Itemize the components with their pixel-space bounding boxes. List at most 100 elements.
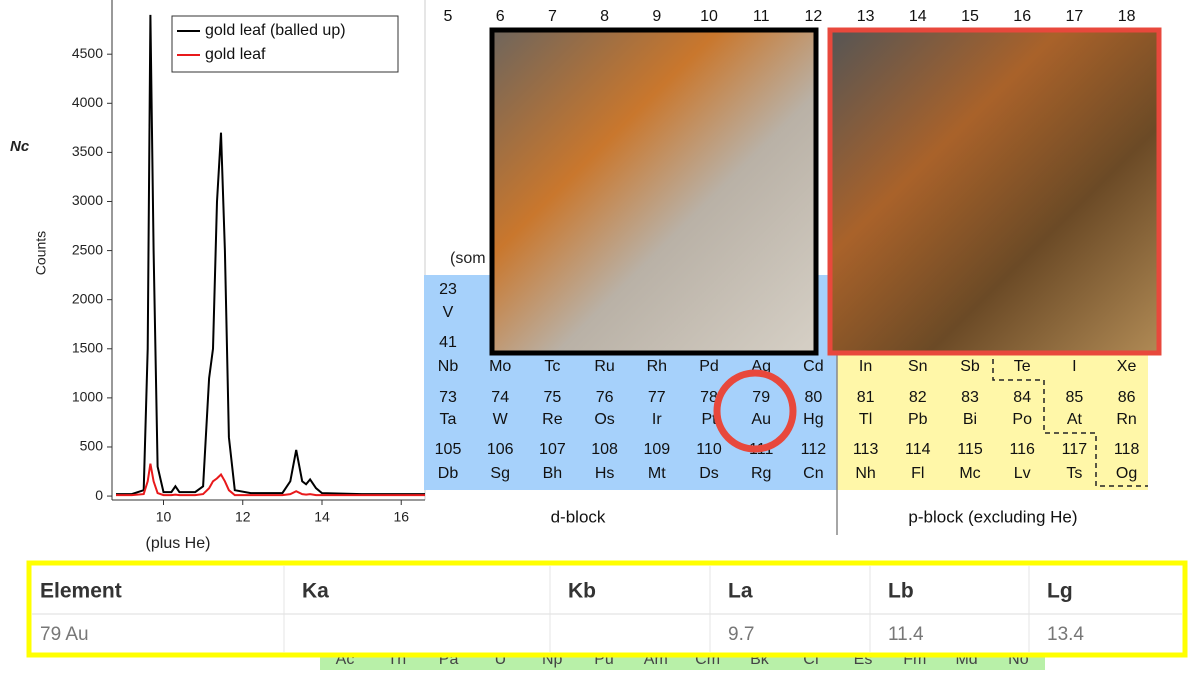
element-symbol: I — [1072, 358, 1076, 375]
y-tick-label: 2000 — [72, 290, 103, 306]
header-cell: Lb — [888, 580, 914, 603]
fragment-label: (plus He) — [146, 535, 211, 552]
plot-area — [112, 0, 425, 500]
highlight-circle — [713, 369, 797, 453]
atomic-number: 73 — [439, 389, 457, 406]
element-symbol: Og — [1116, 465, 1137, 482]
table-cell: 9.7 — [728, 624, 754, 645]
d-block-label: d-block — [551, 507, 606, 526]
atomic-number: 117 — [1062, 441, 1088, 458]
y-axis-label: Counts — [33, 231, 49, 275]
table-cell: 11.4 — [888, 624, 924, 645]
group-number: 14 — [909, 8, 927, 25]
atomic-number: 86 — [1118, 389, 1136, 406]
table-cell: 13.4 — [1047, 624, 1084, 645]
element-symbol: Rg — [751, 465, 771, 482]
y-tick-label: 3000 — [72, 192, 103, 208]
element-symbol: Tc — [544, 358, 560, 375]
fragment-label: (som — [450, 250, 486, 267]
atomic-number: 81 — [857, 389, 875, 406]
element-symbol: Pb — [908, 411, 928, 428]
element-symbol: Tl — [859, 411, 872, 428]
metalloid-border — [992, 350, 1148, 487]
group-number: 15 — [961, 8, 979, 25]
element-symbol: V — [443, 304, 454, 321]
element-symbol: Mt — [648, 465, 666, 482]
x-tick-label: 16 — [393, 509, 409, 525]
group-number: 18 — [1118, 8, 1136, 25]
element-symbol: Rh — [647, 358, 667, 375]
x-tick-label: 12 — [235, 509, 251, 525]
group-number: 11 — [753, 8, 770, 25]
atomic-number: 110 — [696, 441, 722, 458]
element-symbol: Nb — [438, 358, 459, 375]
atomic-number: 78 — [700, 389, 718, 406]
y-tick-label: 500 — [80, 438, 104, 454]
element-symbol: Os — [594, 411, 614, 428]
element-symbol: Ir — [652, 411, 662, 428]
atomic-number: 76 — [596, 389, 614, 406]
atomic-number: 77 — [648, 389, 666, 406]
photo-flat-gold — [827, 27, 1162, 356]
element-symbol: Hs — [595, 465, 615, 482]
group-number: 12 — [805, 8, 823, 25]
element-symbol: Fl — [911, 465, 924, 482]
element-symbol: Te — [1014, 358, 1031, 375]
y-tick-label: 4500 — [72, 45, 103, 61]
element-symbol: Sg — [490, 465, 510, 482]
element-symbol: Nh — [855, 465, 875, 482]
atomic-number: 82 — [909, 389, 927, 406]
element-symbol: Sn — [908, 358, 928, 375]
header-cell: Ka — [302, 580, 329, 603]
group-number: 8 — [600, 8, 609, 25]
y-tick-label: 1000 — [72, 389, 103, 405]
atomic-number: 107 — [539, 441, 566, 458]
element-symbol: Lv — [1014, 465, 1031, 482]
element-symbol: Pt — [701, 411, 717, 428]
group-number: 6 — [496, 8, 505, 25]
element-symbol: In — [859, 358, 872, 375]
y-tick-label: 3500 — [72, 143, 103, 159]
element-symbol: Ta — [440, 411, 457, 428]
atomic-number: 112 — [801, 441, 827, 458]
atomic-number: 41 — [439, 334, 457, 351]
atomic-number: 106 — [487, 441, 514, 458]
header-cell: Lg — [1047, 580, 1073, 603]
element-symbol: Db — [438, 465, 459, 482]
y-tick-label: 1500 — [72, 339, 103, 355]
element-symbol: Ru — [594, 358, 614, 375]
element-symbol: Xe — [1117, 358, 1137, 375]
x-tick-label: 14 — [314, 509, 330, 525]
series-line — [116, 463, 425, 497]
header-cell: La — [728, 580, 753, 603]
photo-balled-gold — [489, 27, 819, 356]
element-symbol: Pd — [699, 358, 719, 375]
header-cell: Element — [40, 580, 122, 603]
legend-label: gold leaf (balled up) — [205, 22, 346, 39]
atomic-number: 85 — [1066, 389, 1084, 406]
element-symbol: Mc — [959, 465, 980, 482]
element-symbol: Cn — [803, 465, 823, 482]
group-number: 10 — [700, 8, 718, 25]
atomic-number: 79 — [752, 389, 770, 406]
p-block-label: p-block (excluding He) — [908, 507, 1077, 526]
atomic-number: 108 — [591, 441, 618, 458]
element-symbol: At — [1067, 411, 1083, 428]
group-number: 9 — [652, 8, 661, 25]
y-tick-label: 2500 — [72, 241, 103, 257]
table-frame — [26, 560, 1188, 658]
legend-box — [171, 15, 399, 73]
element-symbol: Re — [542, 411, 563, 428]
x-tick-label: 10 — [156, 509, 172, 525]
atomic-number: 84 — [1013, 389, 1031, 406]
group-number: 7 — [548, 8, 557, 25]
table-cell: 79 Au — [40, 624, 89, 645]
atomic-number: 113 — [853, 441, 879, 458]
lines-table: Element Ka Kb La Lb Lg 79 Au 9.7 11.4 13.4 — [26, 560, 1188, 658]
element-symbol: Bi — [963, 411, 977, 428]
periodic-table: Ac Th Pa U Np Pu Am Cm Bk Cf Es Fm Md No5 6 7 8 9 10 11 12 13… — [320, 8, 1162, 670]
fragment-label: Nc — [10, 138, 30, 155]
atomic-number: 74 — [491, 389, 509, 406]
atomic-number: 23 — [439, 281, 457, 298]
y-tick-label: 0 — [95, 487, 103, 503]
